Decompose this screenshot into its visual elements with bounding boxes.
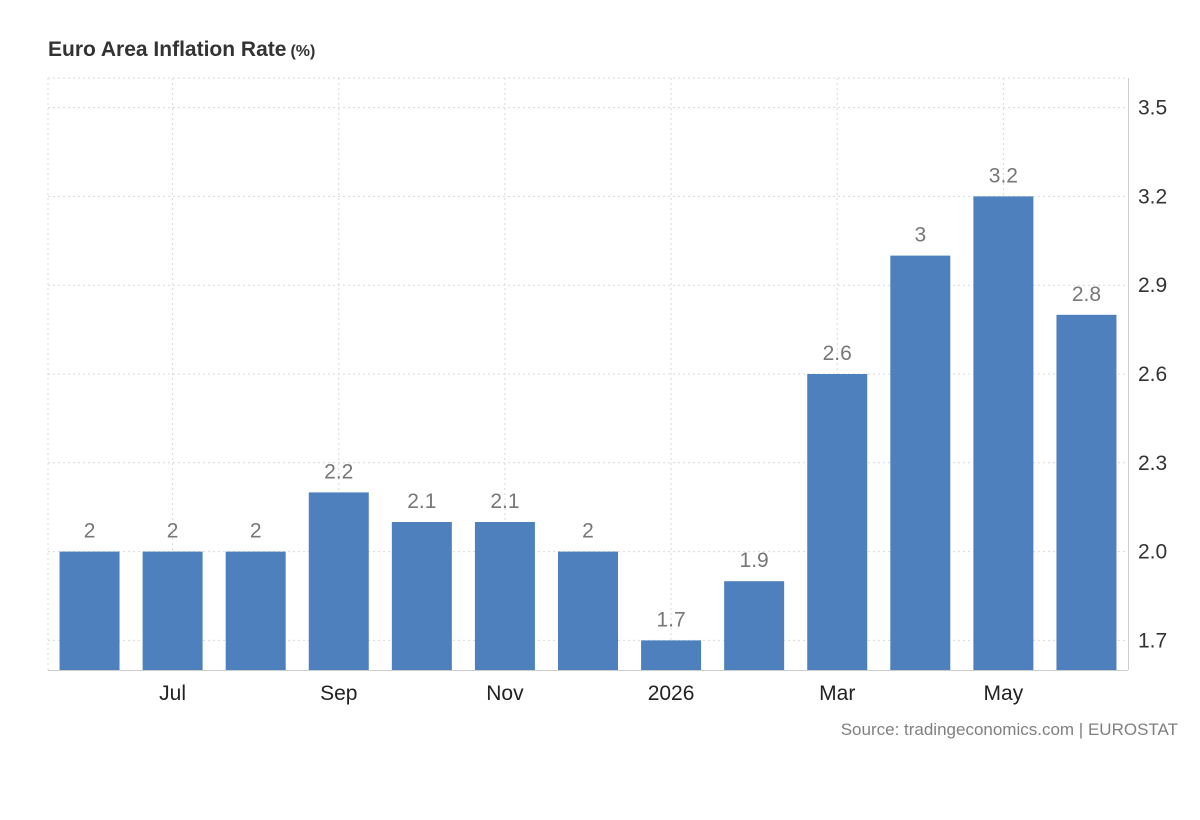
y-tick-label: 3.5	[1138, 97, 1167, 120]
data-label: 1.7	[656, 608, 685, 631]
bar-aug	[225, 551, 286, 670]
chart-title-unit: (%)	[290, 43, 316, 60]
bar-jul	[142, 551, 203, 670]
data-label: 2	[84, 520, 96, 543]
x-tick-label: Sep	[320, 682, 357, 705]
bar-apr	[890, 255, 951, 670]
data-label: 2.6	[823, 342, 852, 365]
bar-sep	[308, 492, 369, 670]
y-tick-label: 2.0	[1138, 541, 1167, 564]
y-tick-label: 1.7	[1138, 629, 1167, 652]
x-tick-label: Jul	[159, 682, 186, 705]
x-tick-label: 2026	[648, 682, 695, 705]
x-tick-label: Mar	[819, 682, 855, 705]
data-labels: 2 2 2 2.2 2.1 2.1 2 1.7 1.9 2.6 3 3.2 2.8	[84, 164, 1101, 631]
data-label: 3.2	[989, 164, 1018, 187]
bars	[59, 196, 1117, 670]
data-label: 2.8	[1072, 283, 1101, 306]
chart-title: Euro Area Inflation Rate (%)	[48, 38, 315, 62]
data-label: 2.2	[324, 460, 353, 483]
data-label: 2	[167, 520, 179, 543]
bar-may	[973, 196, 1034, 670]
bar-dec	[558, 551, 618, 670]
bar-feb	[724, 581, 785, 670]
axes: 1.7 2.0 2.3 2.6 2.9 3.2 3.5 Jul Sep Nov 2026 Mar May	[48, 78, 1167, 705]
chart-title-text: Euro Area Inflation Rate	[48, 38, 287, 61]
bar-2026	[641, 640, 702, 670]
x-tick-label: Nov	[486, 682, 524, 705]
bar-nov	[474, 522, 535, 670]
bar-oct	[391, 522, 452, 670]
x-tick-label: May	[984, 682, 1024, 705]
y-tick-label: 3.2	[1138, 185, 1167, 208]
bar-jun	[59, 551, 120, 670]
data-label: 2	[250, 520, 262, 543]
data-label: 1.9	[740, 549, 769, 572]
y-tick-label: 2.3	[1138, 452, 1167, 475]
y-tick-label: 2.9	[1138, 274, 1167, 297]
data-label: 2	[582, 520, 594, 543]
data-label: 2.1	[490, 490, 519, 513]
data-label: 3	[914, 224, 926, 247]
source-note: Source: tradingeconomics.com | EUROSTAT	[840, 720, 1178, 739]
bar-mar	[807, 374, 868, 670]
y-tick-label: 2.6	[1138, 363, 1167, 386]
bar-jun	[1056, 314, 1117, 670]
data-label: 2.1	[407, 490, 436, 513]
